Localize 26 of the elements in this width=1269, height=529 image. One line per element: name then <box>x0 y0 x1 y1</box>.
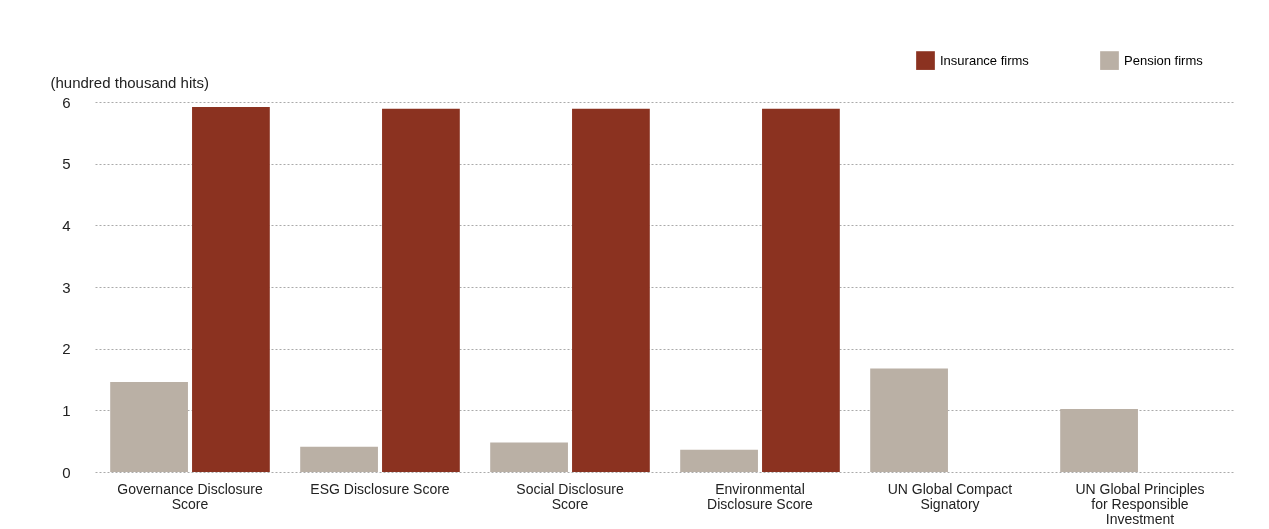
y-tick-label: 5 <box>62 155 71 173</box>
y-tick-label: 4 <box>62 216 71 234</box>
x-tick-label: ESG Disclosure Score <box>310 480 450 497</box>
x-tick-label: Environmental Disclosure Score <box>707 480 814 512</box>
x-tick-label: Governance Disclosure Score <box>117 480 263 512</box>
x-tick-label: UN Global Principles for Responsible Investment <box>1075 480 1205 527</box>
y-axis-title: (hundred thousand hits) <box>50 73 209 91</box>
bar <box>490 442 568 472</box>
y-tick-label: 2 <box>62 340 71 358</box>
bar <box>382 108 460 472</box>
bar <box>110 381 188 472</box>
bar <box>1060 409 1138 472</box>
bar <box>680 449 758 472</box>
y-tick-label: 1 <box>62 401 71 419</box>
legend-label: Insurance firms <box>940 52 1030 68</box>
x-tick-label: Social Disclosure Score <box>516 480 624 512</box>
y-tick-label: 0 <box>62 463 71 481</box>
y-tick-label: 3 <box>62 278 71 296</box>
bar <box>762 108 840 472</box>
bar <box>870 368 948 472</box>
x-tick-label: UN Global Compact Signatory <box>887 480 1013 512</box>
bar <box>572 108 650 472</box>
y-tick-label: 6 <box>62 93 71 111</box>
bar <box>192 106 270 472</box>
bar <box>300 446 378 472</box>
legend-label: Pension firms <box>1124 52 1204 68</box>
